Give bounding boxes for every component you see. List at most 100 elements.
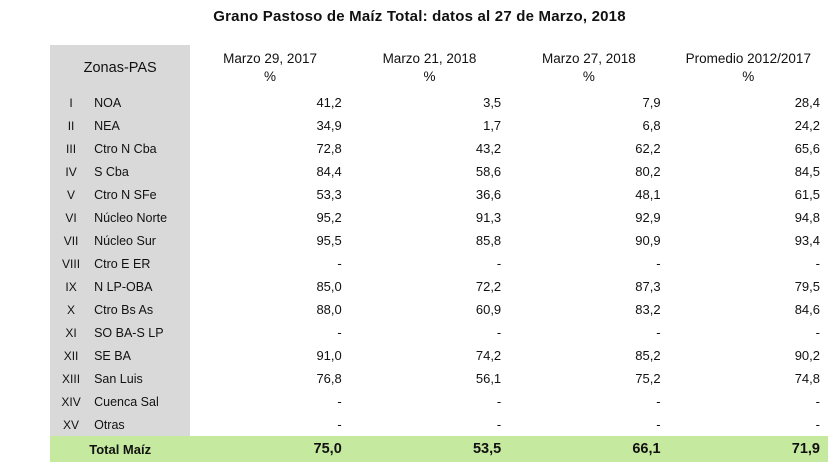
zone-number: XII bbox=[50, 344, 93, 367]
zone-name: SO BA-S LP bbox=[92, 321, 191, 344]
value-cell: 93,4 bbox=[794, 233, 820, 248]
value-cell: 87,3 bbox=[635, 279, 661, 294]
value-cell: 36,6 bbox=[475, 187, 502, 202]
value-cell: - bbox=[337, 394, 342, 409]
table-row: VI Núcleo Norte 95,2 91,3 92,9 94,8 bbox=[50, 206, 828, 229]
table-row: XI SO BA-S LP - - - - bbox=[50, 321, 828, 344]
value-cell: 74,8 bbox=[794, 371, 820, 386]
table-row: VII Núcleo Sur 95,5 85,8 90,9 93,4 bbox=[50, 229, 828, 252]
value-cell: - bbox=[337, 417, 342, 432]
value-cell: 92,9 bbox=[635, 210, 661, 225]
header-label: Promedio 2012/2017 bbox=[685, 51, 811, 66]
value-cell: 6,8 bbox=[642, 118, 661, 133]
value-cell: 83,2 bbox=[635, 302, 661, 317]
value-cell: - bbox=[656, 256, 661, 271]
value-cell: 90,9 bbox=[635, 233, 661, 248]
total-label: Total Maíz bbox=[50, 436, 191, 462]
zone-name: Cuenca Sal bbox=[92, 390, 191, 413]
value-cell: 85,8 bbox=[475, 233, 502, 248]
value-cell: - bbox=[337, 325, 342, 340]
value-cell: - bbox=[656, 325, 661, 340]
zone-number: VI bbox=[50, 206, 93, 229]
zone-number: II bbox=[50, 114, 93, 137]
value-cell: 56,1 bbox=[475, 371, 502, 386]
value-cell: 95,2 bbox=[316, 210, 342, 225]
table-row: IV S Cba 84,4 58,6 80,2 84,5 bbox=[50, 160, 828, 183]
header-label: Marzo 21, 2018 bbox=[382, 51, 477, 66]
header-marzo-29-2017: Marzo 29, 2017% bbox=[190, 45, 349, 91]
table-title: Grano Pastoso de Maíz Total: datos al 27… bbox=[213, 8, 626, 25]
zone-name: Ctro N SFe bbox=[92, 183, 191, 206]
zone-number: XIII bbox=[50, 367, 93, 390]
zone-number: VIII bbox=[50, 252, 93, 275]
table-row: IX N LP-OBA 85,0 72,2 87,3 79,5 bbox=[50, 275, 828, 298]
header-unit: % bbox=[742, 69, 755, 84]
zone-number: V bbox=[50, 183, 93, 206]
header-marzo-21-2018: Marzo 21, 2018% bbox=[350, 45, 509, 91]
table-row: VIII Ctro E ER - - - - bbox=[50, 252, 828, 275]
zone-number: XI bbox=[50, 321, 93, 344]
header-unit: % bbox=[423, 69, 436, 84]
value-cell: 84,4 bbox=[316, 164, 342, 179]
zone-name: Ctro Bs As bbox=[92, 298, 191, 321]
value-cell: 48,1 bbox=[635, 187, 661, 202]
value-cell: 75,2 bbox=[635, 371, 661, 386]
table-row: I NOA 41,2 3,5 7,9 28,4 bbox=[50, 91, 828, 114]
value-cell: 84,5 bbox=[794, 164, 820, 179]
header-unit: % bbox=[264, 69, 277, 84]
value-cell: 85,0 bbox=[316, 279, 342, 294]
zone-number: X bbox=[50, 298, 93, 321]
value-cell: 72,2 bbox=[475, 279, 502, 294]
value-cell: 88,0 bbox=[316, 302, 342, 317]
value-cell: 62,2 bbox=[635, 141, 661, 156]
zone-name: San Luis bbox=[92, 367, 191, 390]
table-row: XIII San Luis 76,8 56,1 75,2 74,8 bbox=[50, 367, 828, 390]
value-cell: 53,3 bbox=[316, 187, 342, 202]
value-cell: - bbox=[656, 417, 661, 432]
value-cell: 58,6 bbox=[475, 164, 502, 179]
value-cell: - bbox=[656, 394, 661, 409]
zone-name: Núcleo Norte bbox=[92, 206, 191, 229]
zone-name: Ctro E ER bbox=[92, 252, 191, 275]
value-cell: 79,5 bbox=[794, 279, 820, 294]
data-table: Zonas-PAS Marzo 29, 2017% Marzo 21, 2018… bbox=[50, 45, 828, 462]
value-cell: 91,3 bbox=[475, 210, 502, 225]
header-marzo-27-2018: Marzo 27, 2018% bbox=[509, 45, 668, 91]
value-cell: 3,5 bbox=[483, 95, 502, 110]
total-value: 66,1 bbox=[509, 436, 669, 462]
header-unit: % bbox=[582, 69, 595, 84]
total-value: 71,9 bbox=[668, 436, 828, 462]
value-cell: 80,2 bbox=[635, 164, 661, 179]
value-cell: 76,8 bbox=[316, 371, 342, 386]
header-zonas: Zonas-PAS bbox=[50, 45, 191, 91]
zone-number: IV bbox=[50, 160, 93, 183]
zone-name: NEA bbox=[92, 114, 191, 137]
value-cell: 34,9 bbox=[316, 118, 342, 133]
zone-name: NOA bbox=[92, 91, 191, 114]
value-cell: 1,7 bbox=[483, 118, 502, 133]
value-cell: - bbox=[337, 256, 342, 271]
header-label: Marzo 29, 2017 bbox=[223, 51, 317, 66]
value-cell: - bbox=[815, 417, 820, 432]
zone-number: IX bbox=[50, 275, 93, 298]
value-cell: 95,5 bbox=[316, 233, 342, 248]
value-cell: 65,6 bbox=[794, 141, 820, 156]
table-row: X Ctro Bs As 88,0 60,9 83,2 84,6 bbox=[50, 298, 828, 321]
zone-number: XIV bbox=[50, 390, 93, 413]
value-cell: - bbox=[496, 325, 502, 340]
value-cell: 90,2 bbox=[794, 348, 820, 363]
total-value: 75,0 bbox=[190, 436, 350, 462]
zone-name: N LP-OBA bbox=[92, 275, 191, 298]
zone-name: S Cba bbox=[92, 160, 191, 183]
value-cell: 94,8 bbox=[794, 210, 820, 225]
header-label: Marzo 27, 2018 bbox=[541, 51, 636, 66]
value-cell: - bbox=[496, 256, 502, 271]
table-row: XII SE BA 91,0 74,2 85,2 90,2 bbox=[50, 344, 828, 367]
zone-number: XV bbox=[50, 413, 93, 436]
zone-name: Ctro N Cba bbox=[92, 137, 191, 160]
value-cell: 84,6 bbox=[794, 302, 820, 317]
total-row: Total Maíz 75,0 53,5 66,1 71,9 bbox=[50, 436, 828, 462]
value-cell: - bbox=[815, 325, 820, 340]
zone-name: Otras bbox=[92, 413, 191, 436]
table-row: III Ctro N Cba 72,8 43,2 62,2 65,6 bbox=[50, 137, 828, 160]
